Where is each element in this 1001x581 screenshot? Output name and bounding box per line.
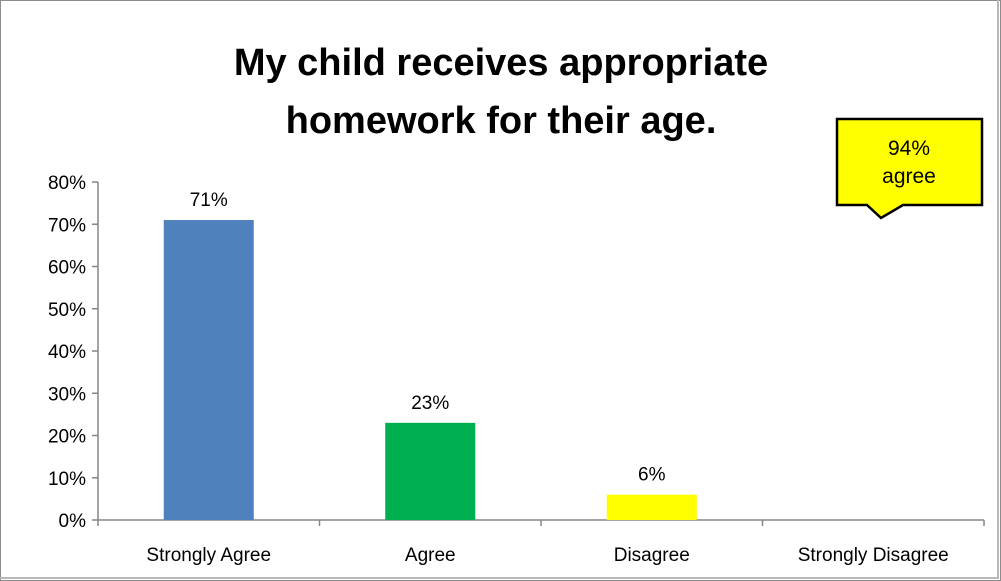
y-tick-label: 20% — [48, 427, 86, 448]
y-tick-label: 60% — [48, 258, 86, 279]
x-category-label: Strongly Disagree — [798, 545, 949, 566]
x-category-label: Strongly Agree — [146, 545, 271, 566]
chart-title-line-2: homework for their age. — [286, 100, 717, 142]
y-tick-label: 0% — [59, 511, 87, 532]
x-category-label: Agree — [405, 545, 456, 566]
chart-title-line-1: My child receives appropriate — [234, 42, 768, 84]
x-category-label: Disagree — [614, 545, 690, 566]
y-tick-label: 10% — [48, 469, 86, 490]
bar-disagree — [606, 494, 697, 520]
data-label: 6% — [638, 465, 666, 486]
data-label: 71% — [190, 190, 228, 211]
bar-agree — [385, 422, 476, 520]
y-tick-label: 80% — [48, 173, 86, 194]
agree-callout: 94% agree — [835, 117, 984, 220]
data-label: 23% — [411, 393, 449, 414]
y-tick-label: 50% — [48, 300, 86, 321]
y-tick-label: 40% — [48, 342, 86, 363]
y-tick-label: 30% — [48, 384, 86, 405]
bar-strongly-agree — [163, 220, 254, 520]
callout-line-1: 94% — [888, 137, 930, 160]
callout-line-2: agree — [882, 165, 936, 188]
plot-area: 0% 10% 20% 30% 40% 50% 60% 70% 80% 71% Strongly Ag… — [48, 173, 985, 566]
y-tick-label: 70% — [48, 215, 86, 236]
callout-bubble — [835, 117, 984, 220]
